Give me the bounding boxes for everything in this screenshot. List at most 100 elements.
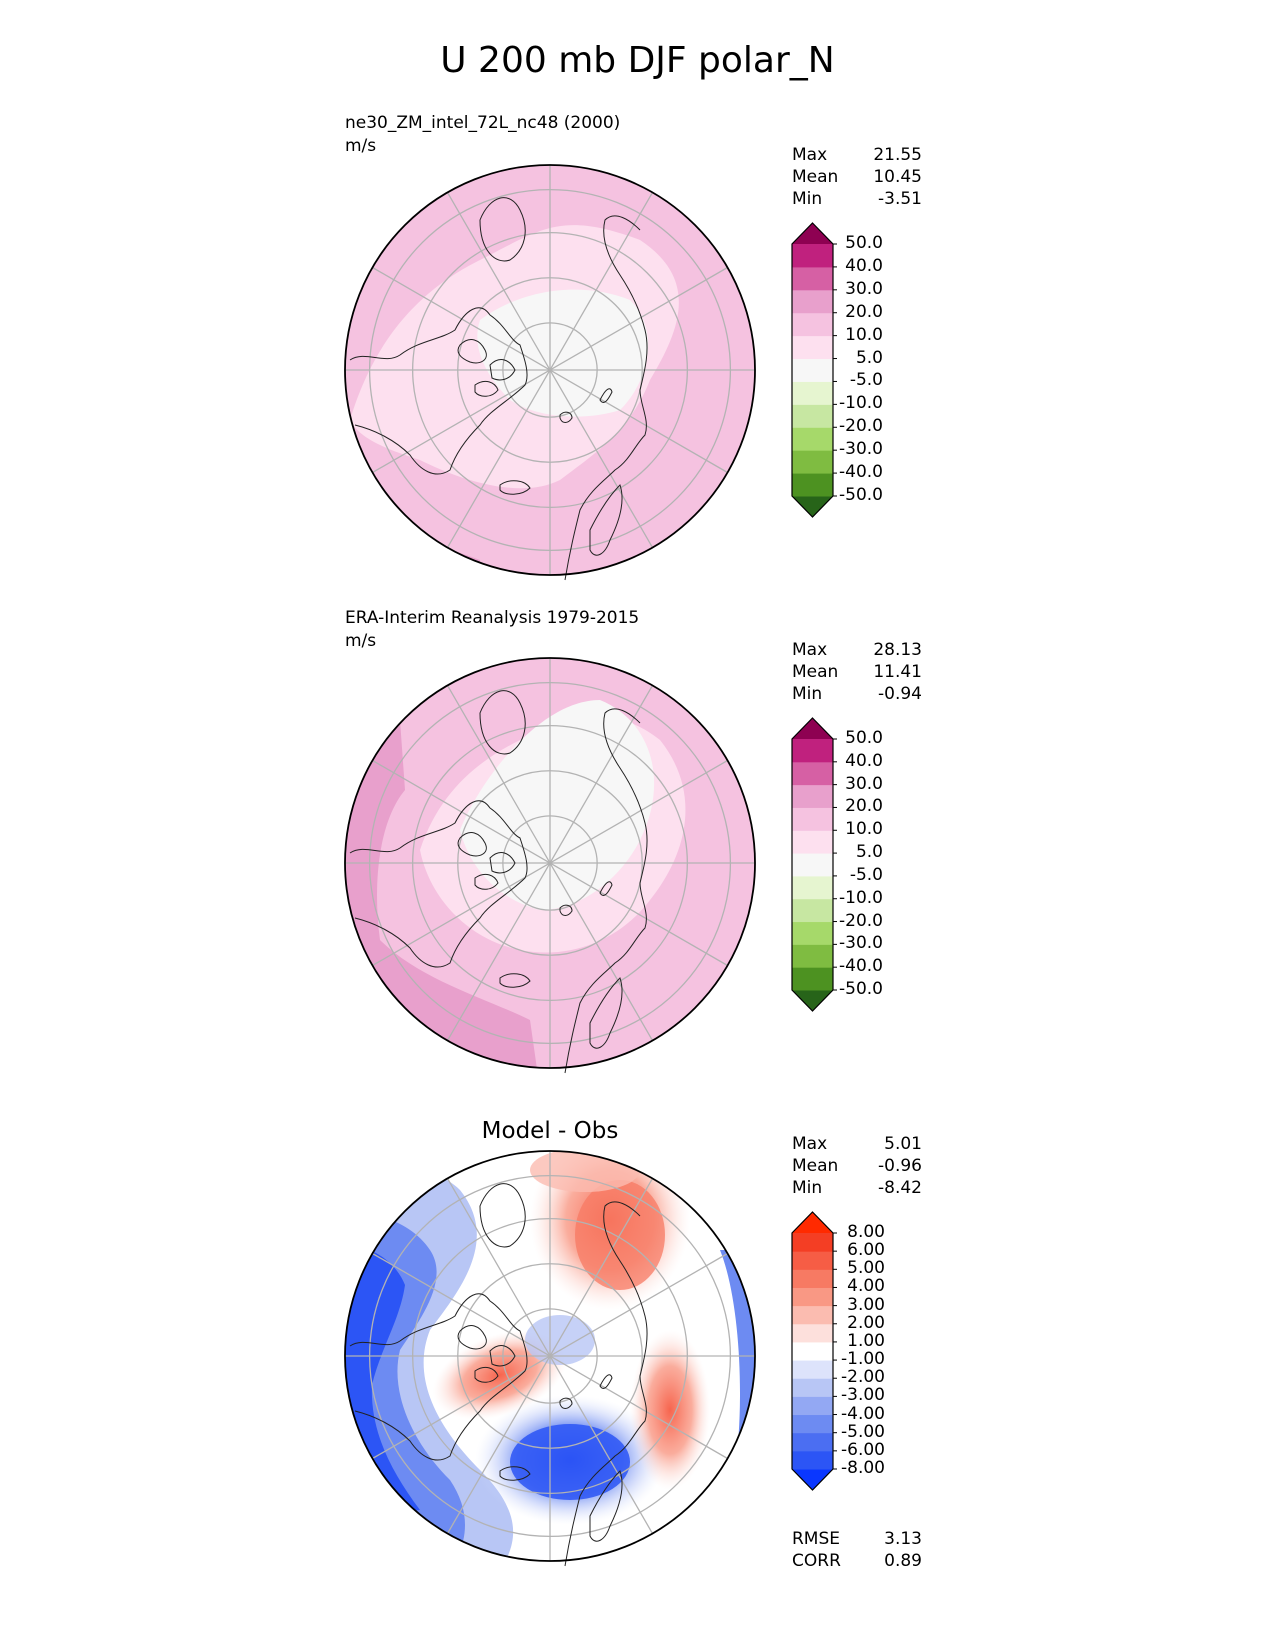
colorbar-bin: [792, 875, 833, 900]
colorbar-tick-label: 8.00: [847, 1222, 885, 1242]
map-outline: [344, 1150, 756, 1562]
colorbar-bin: [792, 381, 833, 405]
colorbar-tick-label: 30.0: [845, 278, 883, 299]
coastline: [479, 1183, 526, 1248]
colorbar-tick-label: -4.00: [841, 1403, 885, 1424]
colorbar: [791, 1211, 837, 1491]
colorbar-tick-label: -30.0: [839, 439, 883, 460]
colorbar-bin: [792, 1269, 833, 1288]
coastline: [599, 881, 613, 896]
colorbar-tick-label: -10.0: [839, 393, 883, 414]
colorbar-bin: [792, 1396, 833, 1416]
coastline: [474, 873, 499, 890]
colorbar-bin: [792, 1323, 833, 1343]
colorbar-bin: [792, 761, 833, 786]
coastline: [349, 800, 528, 968]
colorbar-bin: [792, 1305, 833, 1325]
colorbar-tick-label: -1.00: [841, 1349, 885, 1370]
colorbar-bin: [792, 967, 833, 991]
coastline: [474, 380, 499, 397]
meridian-line: [372, 1252, 728, 1460]
colorbar-extend-low: [792, 1469, 833, 1490]
meridian-line: [372, 266, 728, 474]
colorbar-tick-label: -50.0: [839, 485, 883, 505]
colorbar-bin: [792, 244, 833, 268]
colorbar-tick-label: -40.0: [839, 462, 883, 483]
colorbar-tick-label: 6.00: [847, 1240, 885, 1261]
coastline: [599, 388, 613, 403]
reference-stats: Max 28.13 Mean 11.41 Min -0.94: [792, 640, 922, 704]
colorbar-tick-label: 10.0: [845, 819, 883, 840]
test-stats: Max 21.55 Mean 10.45 Min -3.51: [792, 145, 922, 209]
coastline: [599, 1374, 613, 1389]
coastline: [589, 1470, 623, 1542]
colorbar-extend-low: [792, 496, 833, 517]
coastline: [589, 977, 623, 1049]
colorbar-bin: [792, 739, 833, 763]
coastline: [479, 197, 526, 262]
colorbar-tick-label: -30.0: [839, 933, 883, 954]
coastline: [559, 904, 573, 916]
reference-title: ERA-Interim Reanalysis 1979-2015 m/s: [345, 608, 640, 651]
coastline: [564, 708, 648, 1074]
colorbar-tick-label: 1.00: [847, 1330, 885, 1351]
coastline: [559, 411, 573, 423]
coastline: [559, 1397, 573, 1409]
coastline: [499, 973, 531, 988]
colorbar-bin: [792, 312, 833, 337]
colorbar-tick-label: -5.0: [849, 864, 883, 885]
colorbar-bin: [792, 1233, 833, 1252]
map-overlay: [344, 657, 756, 1074]
colorbar-bin: [792, 1378, 833, 1397]
colorbar-tick-label: -10.0: [839, 887, 883, 908]
colorbar-bin: [792, 1450, 833, 1470]
colorbar-tick-label: 20.0: [845, 301, 883, 322]
difference-stats: Max 5.01 Mean -0.96 Min -8.42: [792, 1134, 922, 1198]
colorbar-bin: [792, 853, 833, 877]
coastline: [457, 1325, 487, 1350]
coastline: [499, 480, 531, 495]
coastline: [489, 359, 516, 381]
colorbar-bin: [792, 473, 833, 497]
map-overlay: [344, 1150, 756, 1567]
colorbar-tick-label: -8.00: [841, 1458, 885, 1478]
coastline: [474, 1366, 499, 1383]
colorbar-tick-label: 4.00: [847, 1276, 885, 1297]
colorbar-bin: [792, 404, 833, 428]
coastline: [489, 1345, 516, 1367]
meridian-line: [372, 759, 728, 967]
test-title: ne30_ZM_intel_72L_nc48 (2000) m/s: [345, 113, 621, 156]
colorbar-tick-label: -5.0: [849, 370, 883, 391]
colorbar-bin: [792, 784, 833, 808]
colorbar-bin: [792, 358, 833, 382]
map-outline: [344, 657, 756, 1069]
colorbar-tick-label: 5.00: [847, 1258, 885, 1279]
map-reference: [345, 658, 755, 1068]
colorbar-extend-high: [792, 223, 833, 244]
coastline: [589, 484, 623, 556]
colorbar-bin: [792, 427, 833, 451]
colorbar-tick-label: -20.0: [839, 910, 883, 931]
coastline: [457, 339, 487, 364]
colorbar-bin: [792, 898, 833, 923]
colorbar-bin: [792, 830, 833, 854]
colorbar-bin: [792, 335, 833, 360]
colorbar-tick-label: -3.00: [841, 1385, 885, 1406]
colorbar-tick-label: 3.00: [847, 1294, 885, 1315]
colorbar-bin: [792, 1360, 833, 1379]
colorbar-tick-label: -6.00: [841, 1439, 885, 1460]
colorbar-tick-label: -5.00: [841, 1421, 885, 1442]
colorbar-extend-low: [792, 990, 833, 1011]
difference-metrics: RMSE 3.13 CORR 0.89: [792, 1529, 922, 1571]
colorbar-extend-high: [792, 1212, 833, 1233]
colorbar-tick-label: 10.0: [845, 324, 883, 345]
coastline: [489, 852, 516, 874]
colorbar-bin: [792, 289, 833, 314]
colorbar-tick-label: -2.00: [841, 1367, 885, 1388]
colorbar-tick-label: 50.0: [845, 728, 883, 748]
colorbar-bin: [792, 1251, 833, 1270]
colorbar-bin: [792, 1414, 833, 1434]
colorbar-tick-label: -20.0: [839, 416, 883, 437]
colorbar-bin: [792, 266, 833, 291]
